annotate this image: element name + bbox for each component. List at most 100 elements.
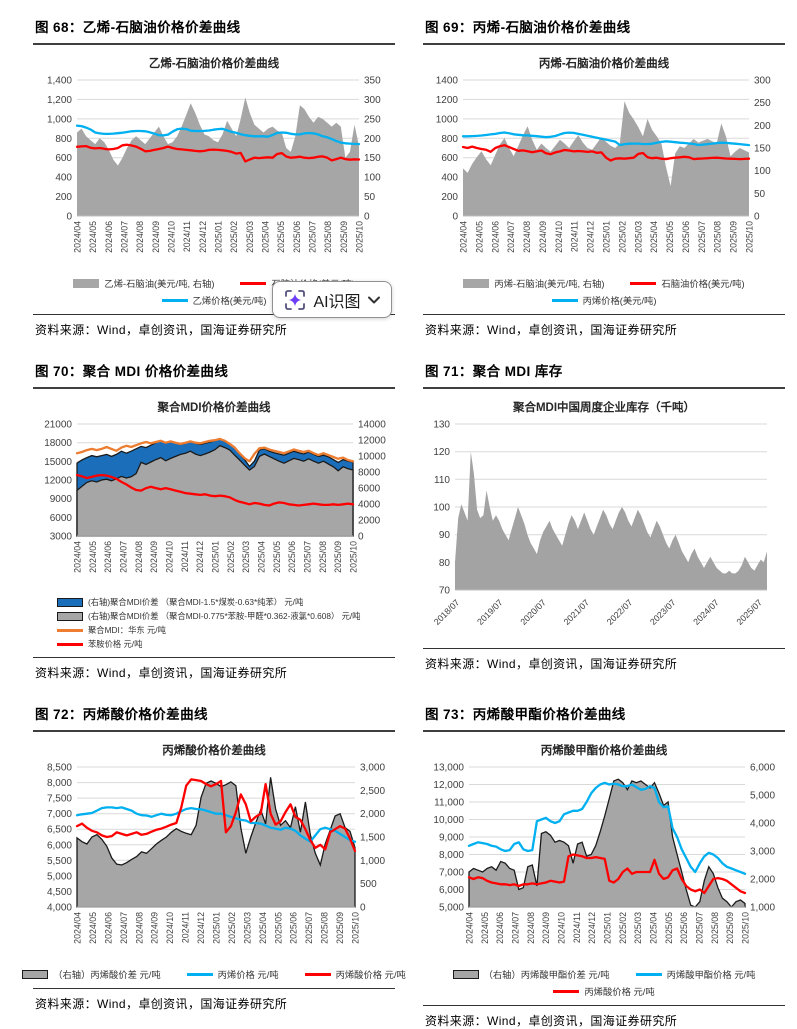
svg-text:2025/07: 2025/07 (697, 221, 707, 253)
svg-text:2025/10: 2025/10 (349, 541, 359, 573)
svg-text:250: 250 (754, 98, 771, 109)
svg-text:2025/05: 2025/05 (664, 912, 674, 944)
legend-item: 乙烯价格(美元/吨) (161, 293, 267, 307)
series-line-2 (467, 853, 747, 895)
svg-text:2025/06: 2025/06 (292, 221, 302, 253)
x-axis-labels: 2024/04 2024/05 2024/06 2024/07 2024/08 2024/… (465, 912, 751, 944)
svg-text:3,000: 3,000 (750, 847, 775, 858)
svg-text:2025/02: 2025/02 (226, 541, 236, 573)
figure-68: 图 68：乙烯-石脑油价格价差曲线 乙烯-石脑油价格价差曲线 1,400 1,20… (33, 14, 395, 338)
svg-text:500: 500 (360, 879, 377, 890)
svg-text:100: 100 (433, 503, 450, 514)
svg-text:2024/05: 2024/05 (88, 912, 98, 944)
x-axis-labels: 2024/04 2024/05 2024/06 2024/07 2024/08 2024/… (459, 221, 755, 253)
svg-text:7,500: 7,500 (47, 794, 72, 805)
legend-swatch (304, 972, 331, 976)
chart-svg: 1400120010008006004002000300250200150100… (436, 76, 771, 253)
svg-text:130: 130 (433, 420, 450, 431)
svg-text:2024/06: 2024/06 (495, 912, 505, 944)
svg-text:2025/08: 2025/08 (710, 912, 720, 944)
svg-text:2025/06: 2025/06 (287, 541, 297, 573)
series-line-2 (75, 124, 361, 146)
svg-text:2024/09: 2024/09 (541, 912, 551, 944)
legend-label: 丙烯-石脑油(美元/吨, 右轴) (494, 279, 605, 289)
svg-text:0: 0 (360, 903, 366, 914)
figure-heading: 图 69：丙烯-石脑油价格价差曲线 (423, 14, 785, 45)
svg-text:2024/10: 2024/10 (165, 541, 175, 573)
svg-text:1,000: 1,000 (47, 114, 72, 125)
chart-canvas: 130 120 110 100 90 80 70 2018/07 2019/07 2020/07 2… (423, 416, 785, 641)
svg-text:100: 100 (754, 166, 771, 177)
svg-text:2024/07: 2024/07 (506, 221, 516, 253)
svg-text:8,000: 8,000 (47, 778, 72, 789)
svg-text:2025/10: 2025/10 (745, 221, 755, 253)
svg-text:2025/01: 2025/01 (211, 541, 221, 573)
svg-text:2021/07: 2021/07 (562, 597, 592, 627)
legend-swatch (463, 278, 490, 288)
chevron-down-icon[interactable] (367, 296, 380, 304)
svg-text:1,500: 1,500 (360, 833, 385, 844)
legend-item: (右轴)聚合MDI价差 （聚合MDI-0.775*苯胺-甲醛*0.362-液氯*… (57, 610, 360, 622)
svg-text:2024/09: 2024/09 (149, 541, 159, 573)
svg-text:2024/11: 2024/11 (570, 221, 580, 252)
chart-inner-title: 丙烯-石脑油价格价差曲线 (538, 58, 670, 70)
svg-text:2024/07: 2024/07 (691, 597, 721, 627)
svg-text:2024/11: 2024/11 (572, 912, 582, 943)
figure-73: 图 73：丙烯酸甲酯价格价差曲线 丙烯酸甲酯价格价差曲线 13,000 12,00… (423, 701, 785, 1029)
svg-text:3,000: 3,000 (360, 763, 385, 774)
figure-heading: 图 71：聚合 MDI 库存 (423, 358, 785, 389)
svg-text:2020/07: 2020/07 (518, 597, 548, 627)
svg-text:2025/01: 2025/01 (603, 912, 613, 944)
svg-text:2000: 2000 (358, 516, 381, 527)
svg-text:2024/05: 2024/05 (480, 912, 490, 944)
chart-svg: 13,000 12,000 11,000 10,000 9,000 8,000 7,000 6… (433, 763, 775, 944)
svg-text:1,200: 1,200 (47, 95, 72, 106)
legend-item: 丙烯-石脑油(美元/吨, 右轴) (463, 276, 604, 290)
source-note: 资料来源：Wind，卓创资讯，国海证券研究所 (423, 648, 785, 672)
legend-swatch (22, 969, 49, 979)
svg-text:2025/07: 2025/07 (304, 912, 314, 944)
chart-box: 丙烯酸价格价差曲线 8,500 8,000 7,500 7,000 6,500 6,000… (22, 732, 406, 981)
svg-text:1400: 1400 (436, 76, 459, 87)
svg-text:2024/09: 2024/09 (151, 221, 161, 253)
svg-text:2022/07: 2022/07 (605, 597, 635, 627)
svg-text:2025/07: 2025/07 (308, 221, 318, 253)
svg-text:6000: 6000 (50, 513, 73, 524)
legend-item: 丙烯酸甲酯价格 元/吨 (635, 967, 755, 981)
ai-recognize-button[interactable]: AI识图 (272, 281, 392, 318)
svg-text:2024/12: 2024/12 (198, 221, 208, 253)
svg-text:1000: 1000 (436, 114, 459, 125)
svg-text:12000: 12000 (358, 436, 386, 447)
svg-text:2025/10: 2025/10 (741, 912, 751, 944)
series-line-1 (75, 806, 357, 843)
svg-text:2025/05: 2025/05 (272, 541, 282, 573)
legend-swatch (452, 969, 479, 979)
svg-text:800: 800 (55, 134, 72, 145)
legend-label: 乙烯价格(美元/吨) (192, 296, 267, 306)
svg-text:2025/10: 2025/10 (351, 912, 361, 944)
svg-text:2025/05: 2025/05 (665, 221, 675, 253)
series-area-0 (468, 778, 746, 908)
svg-text:0: 0 (358, 532, 364, 543)
svg-text:1,000: 1,000 (750, 903, 775, 914)
svg-text:2024/08: 2024/08 (135, 221, 145, 253)
legend-item: 聚合MDI：华东 元/吨 (57, 624, 166, 636)
source-note: 资料来源：Wind，卓创资讯，国海证券研究所 (33, 657, 395, 681)
svg-text:2024/07: 2024/07 (119, 541, 129, 573)
svg-text:100: 100 (364, 173, 381, 184)
svg-text:400: 400 (441, 173, 458, 184)
figures-grid: 图 68：乙烯-石脑油价格价差曲线 乙烯-石脑油价格价差曲线 1,400 1,20… (22, 14, 785, 1029)
legend-item: 石脑油价格(美元/吨) (630, 276, 745, 290)
chart-inner-title: 聚合MDI价格价差曲线 (157, 402, 271, 414)
svg-text:18000: 18000 (44, 438, 72, 449)
svg-text:2025/09: 2025/09 (333, 541, 343, 573)
svg-text:9000: 9000 (50, 494, 73, 505)
legend-item: 乙烯-石脑油(美元/吨, 右轴) (73, 276, 214, 290)
series-line-2 (75, 437, 355, 463)
legend-label: 丙烯价格 元/吨 (217, 970, 279, 980)
svg-text:800: 800 (441, 134, 458, 145)
series-line-2 (75, 778, 357, 853)
svg-text:2025/10: 2025/10 (355, 221, 365, 253)
svg-text:2024/08: 2024/08 (134, 912, 144, 944)
figure-heading: 图 72：丙烯酸价格价差曲线 (33, 701, 395, 732)
